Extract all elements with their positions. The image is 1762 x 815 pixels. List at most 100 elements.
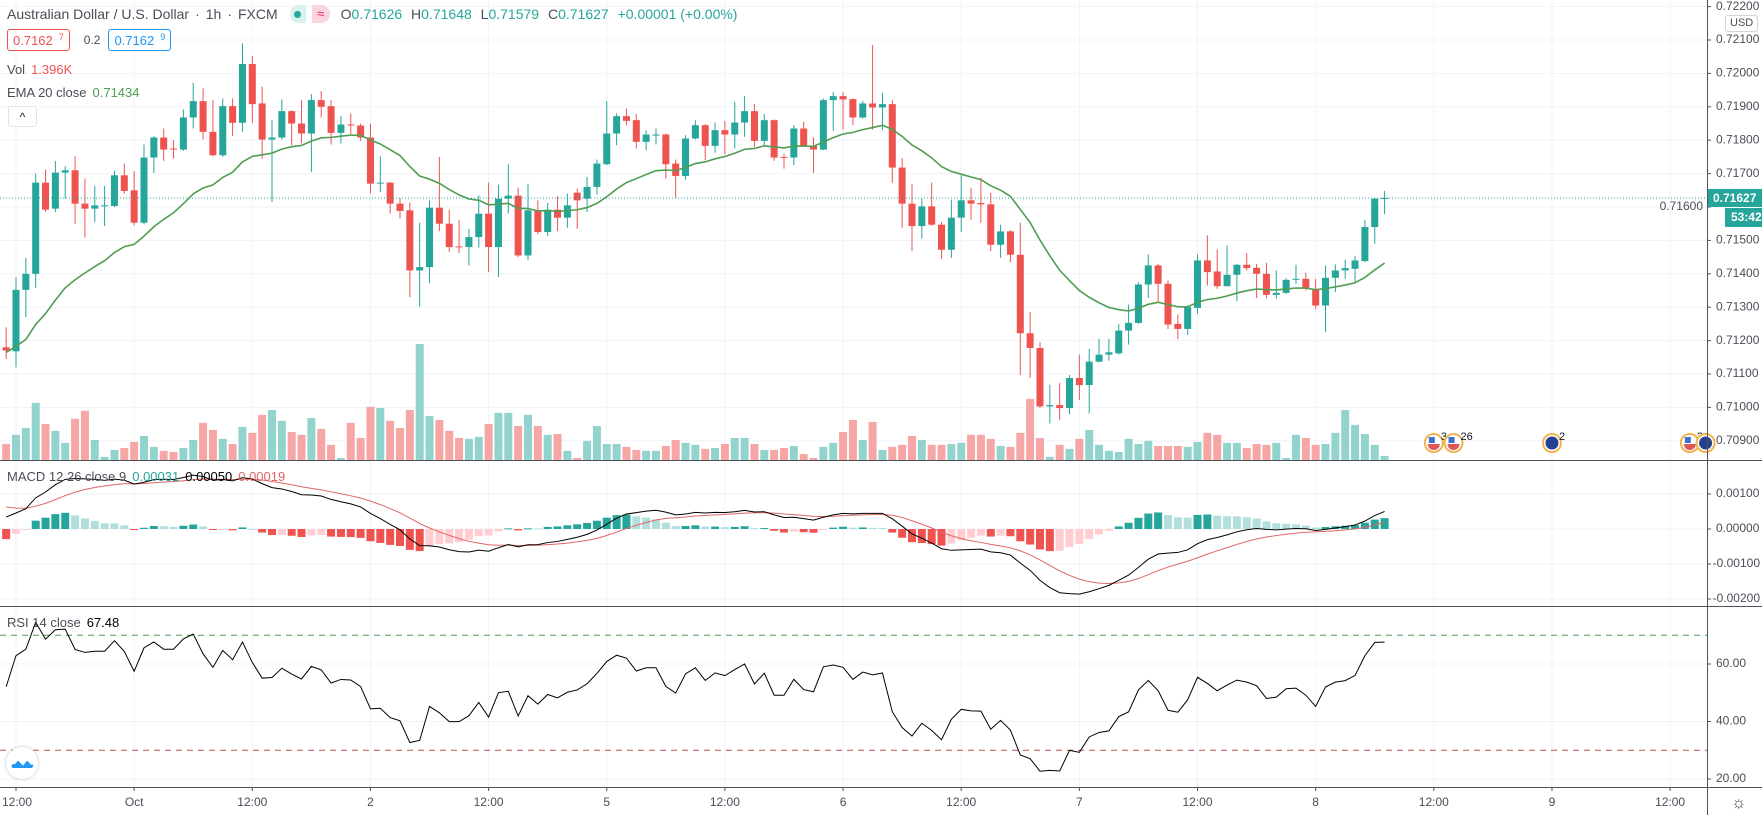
- candle-body: [101, 205, 109, 207]
- candle-body: [613, 116, 621, 134]
- event-marker-us[interactable]: 3: [1423, 431, 1447, 453]
- price-axis-label: 0.72000: [1716, 66, 1760, 80]
- volume-bar: [1035, 438, 1044, 460]
- tradingview-logo[interactable]: [6, 747, 38, 779]
- volume-bar: [346, 422, 355, 460]
- volume-bar: [504, 412, 513, 460]
- event-marker-us[interactable]: 26: [1443, 431, 1473, 453]
- sell-button[interactable]: 0.7162 7: [7, 29, 70, 52]
- event-count: 3: [1441, 431, 1447, 443]
- macd-histogram-bar: [730, 526, 739, 529]
- volume-bars: [2, 344, 1389, 460]
- volume-bar: [651, 450, 660, 460]
- settings-gear-icon[interactable]: ☼: [1731, 793, 1747, 812]
- interval[interactable]: 1h: [205, 6, 222, 22]
- macd-histogram-bar: [986, 529, 995, 537]
- event-marker-au[interactable]: [1695, 433, 1716, 453]
- volume-bar: [661, 446, 670, 460]
- candle-body: [416, 267, 424, 271]
- volume-bar: [317, 428, 326, 460]
- candle-body: [426, 207, 434, 268]
- volume-bar: [474, 436, 483, 460]
- macd-histogram-bar: [917, 529, 926, 543]
- macd-histogram-bar: [1085, 529, 1094, 540]
- symbol-legend[interactable]: Australian Dollar / U.S. Dollar · 1h · F…: [7, 5, 743, 23]
- macd-histogram-bar: [189, 524, 198, 529]
- separator: ·: [227, 6, 232, 22]
- event-marker-au[interactable]: 2: [1541, 431, 1565, 453]
- market-status-pill[interactable]: ≈: [289, 5, 330, 23]
- candle-body: [642, 134, 650, 142]
- macd-legend[interactable]: MACD 12 26 close 9 0.00031 0.00050 0.000…: [7, 469, 291, 484]
- volume-bar: [1154, 446, 1163, 460]
- time-axis-label: 12:00: [474, 795, 504, 809]
- volume-bar: [760, 450, 769, 460]
- currency-button[interactable]: USD: [1725, 15, 1759, 32]
- macd-histogram-bar: [258, 529, 267, 533]
- volume-label: Vol: [7, 62, 26, 77]
- macd-histogram-bar: [139, 527, 148, 529]
- buy-button[interactable]: 0.7162 9: [108, 29, 172, 52]
- flag-field: [1545, 436, 1559, 450]
- macd-histogram-bar: [612, 515, 621, 529]
- volume-legend[interactable]: Vol 1.396K: [7, 62, 78, 77]
- volume-bar: [868, 422, 877, 460]
- rsi-axis-label: 40.00: [1716, 714, 1746, 728]
- volume-bar: [927, 444, 936, 460]
- symbol-name[interactable]: Australian Dollar / U.S. Dollar: [7, 6, 190, 22]
- volume-bar: [839, 432, 848, 460]
- price-axis-label: 0.71900: [1716, 99, 1760, 113]
- candle-body: [750, 111, 758, 141]
- macd-histogram-bar: [12, 529, 20, 534]
- macd-histogram-bar: [1193, 514, 1202, 529]
- macd-histogram-bar: [651, 519, 660, 529]
- macd-histogram-bar: [277, 529, 286, 535]
- volume-bar: [1380, 456, 1389, 460]
- candle-body: [386, 182, 394, 204]
- candle-body: [1174, 323, 1182, 329]
- volume-bar: [553, 434, 562, 460]
- macd-histogram-bar: [996, 529, 1005, 536]
- macd-histogram-bar: [691, 525, 700, 529]
- volume-bar: [130, 442, 139, 460]
- candle-body: [81, 203, 89, 209]
- macd-histogram-bar: [1134, 517, 1143, 529]
- volume-bar: [120, 448, 129, 460]
- price-axis-label: 0.71200: [1716, 333, 1760, 347]
- macd-histogram-bar: [868, 527, 877, 529]
- candle-body: [780, 156, 788, 158]
- volume-bar: [563, 450, 572, 460]
- volume-bar: [622, 446, 631, 460]
- ema-legend[interactable]: EMA 20 close 0.71434: [7, 85, 146, 100]
- economic-events[interactable]: 32622: [1423, 431, 1716, 453]
- candle-body: [189, 101, 197, 118]
- price-axis-label: 0.71400: [1716, 266, 1760, 280]
- candle-body: [1253, 267, 1261, 274]
- event-count: 26: [1461, 431, 1473, 443]
- candle-body: [1066, 378, 1074, 409]
- volume-bar: [523, 414, 532, 460]
- time-axis-label: 5: [603, 795, 610, 809]
- macd-histogram-bar: [770, 529, 779, 531]
- macd-histogram-bar: [533, 528, 542, 530]
- candle-body: [583, 186, 591, 199]
- candle-body: [534, 210, 542, 233]
- candle-body: [150, 137, 158, 158]
- rsi-legend[interactable]: RSI 14 close 67.48: [7, 615, 125, 630]
- volume-bar: [907, 436, 916, 460]
- countdown-box: [1725, 207, 1762, 227]
- macd-histogram-bar: [799, 529, 808, 533]
- collapse-legend-button[interactable]: ^: [8, 106, 37, 127]
- candle-body: [977, 202, 985, 205]
- candle-body: [593, 163, 601, 187]
- macd-histogram-bar: [1321, 527, 1330, 529]
- volume-bar: [1104, 450, 1113, 460]
- candle-body: [209, 131, 217, 156]
- cloud-chart-icon: [11, 758, 34, 768]
- volume-bar: [445, 430, 454, 460]
- macd-histogram-bar: [1183, 517, 1192, 529]
- volume-bar: [1311, 444, 1320, 460]
- time-axis-label: 12:00: [710, 795, 740, 809]
